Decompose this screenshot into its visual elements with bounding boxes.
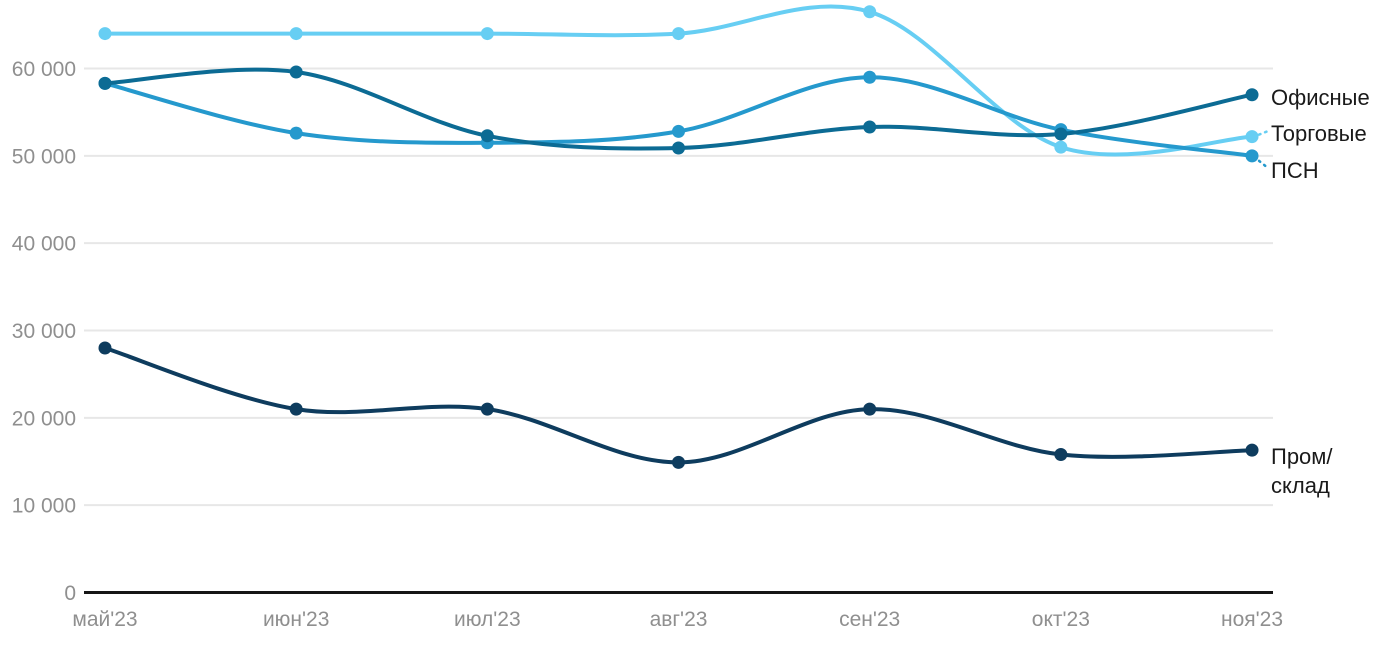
- data-point-torgovye-1[interactable]: [289, 27, 303, 41]
- y-tick-label: 40 000: [12, 233, 76, 256]
- x-tick-label: окт'23: [1032, 608, 1090, 631]
- data-point-psn-4[interactable]: [863, 70, 877, 84]
- label-leader-psn: [1257, 159, 1271, 171]
- series-label-psn: ПСН: [1271, 158, 1319, 183]
- data-point-psn-1[interactable]: [289, 126, 303, 140]
- data-point-ofisnye-0[interactable]: [98, 76, 112, 90]
- y-tick-label: 50 000: [12, 145, 76, 168]
- y-tick-label: 0: [64, 582, 76, 605]
- data-point-psn-6[interactable]: [1245, 149, 1259, 163]
- data-point-prom_sklad-0[interactable]: [98, 341, 112, 355]
- data-point-prom_sklad-1[interactable]: [289, 402, 303, 416]
- data-point-ofisnye-4[interactable]: [863, 120, 877, 134]
- data-point-psn-3[interactable]: [672, 124, 686, 138]
- y-tick-label: 30 000: [12, 320, 76, 343]
- data-point-prom_sklad-6[interactable]: [1245, 443, 1259, 457]
- data-point-prom_sklad-3[interactable]: [672, 455, 686, 469]
- y-tick-label: 10 000: [12, 495, 76, 518]
- y-tick-label: 60 000: [12, 58, 76, 81]
- data-point-torgovye-2[interactable]: [480, 27, 494, 41]
- x-tick-label: июл'23: [454, 608, 521, 631]
- data-point-ofisnye-3[interactable]: [672, 141, 686, 155]
- x-tick-label: ноя'23: [1221, 608, 1283, 631]
- data-point-torgovye-4[interactable]: [863, 5, 877, 19]
- data-point-torgovye-0[interactable]: [98, 27, 112, 41]
- data-point-ofisnye-1[interactable]: [289, 65, 303, 79]
- label-leader-torgovye: [1257, 129, 1271, 136]
- series-line-prom_sklad: [103, 345, 1254, 465]
- x-tick-label: июн'23: [263, 608, 329, 631]
- data-point-prom_sklad-2[interactable]: [480, 402, 494, 416]
- data-point-prom_sklad-5[interactable]: [1054, 448, 1068, 462]
- x-tick-label: май'23: [72, 608, 137, 631]
- data-point-ofisnye-2[interactable]: [480, 129, 494, 143]
- data-point-prom_sklad-4[interactable]: [863, 402, 877, 416]
- series-label-torgovye: Торговые: [1271, 121, 1367, 146]
- series-label-ofisnye: Офисные: [1271, 85, 1370, 110]
- data-point-ofisnye-5[interactable]: [1054, 127, 1068, 141]
- x-tick-label: сен'23: [839, 608, 900, 631]
- series-label-prom-sklad: Пром/ склад: [1271, 444, 1333, 498]
- data-point-torgovye-6[interactable]: [1245, 130, 1259, 144]
- x-tick-label: авг'23: [650, 608, 708, 631]
- data-point-torgovye-5[interactable]: [1054, 140, 1068, 154]
- data-point-ofisnye-6[interactable]: [1245, 88, 1259, 102]
- data-point-torgovye-3[interactable]: [672, 27, 686, 41]
- y-tick-label: 20 000: [12, 407, 76, 430]
